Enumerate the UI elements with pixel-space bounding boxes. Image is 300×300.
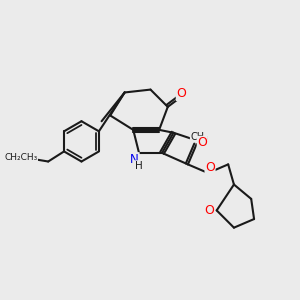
- Text: CH₃: CH₃: [190, 132, 208, 142]
- Text: N: N: [130, 153, 139, 166]
- Text: H: H: [135, 161, 142, 171]
- Text: CH₂CH₃: CH₂CH₃: [4, 153, 38, 162]
- Text: O: O: [205, 161, 215, 174]
- Text: O: O: [205, 204, 214, 217]
- Text: O: O: [176, 87, 186, 101]
- Text: O: O: [197, 136, 207, 149]
